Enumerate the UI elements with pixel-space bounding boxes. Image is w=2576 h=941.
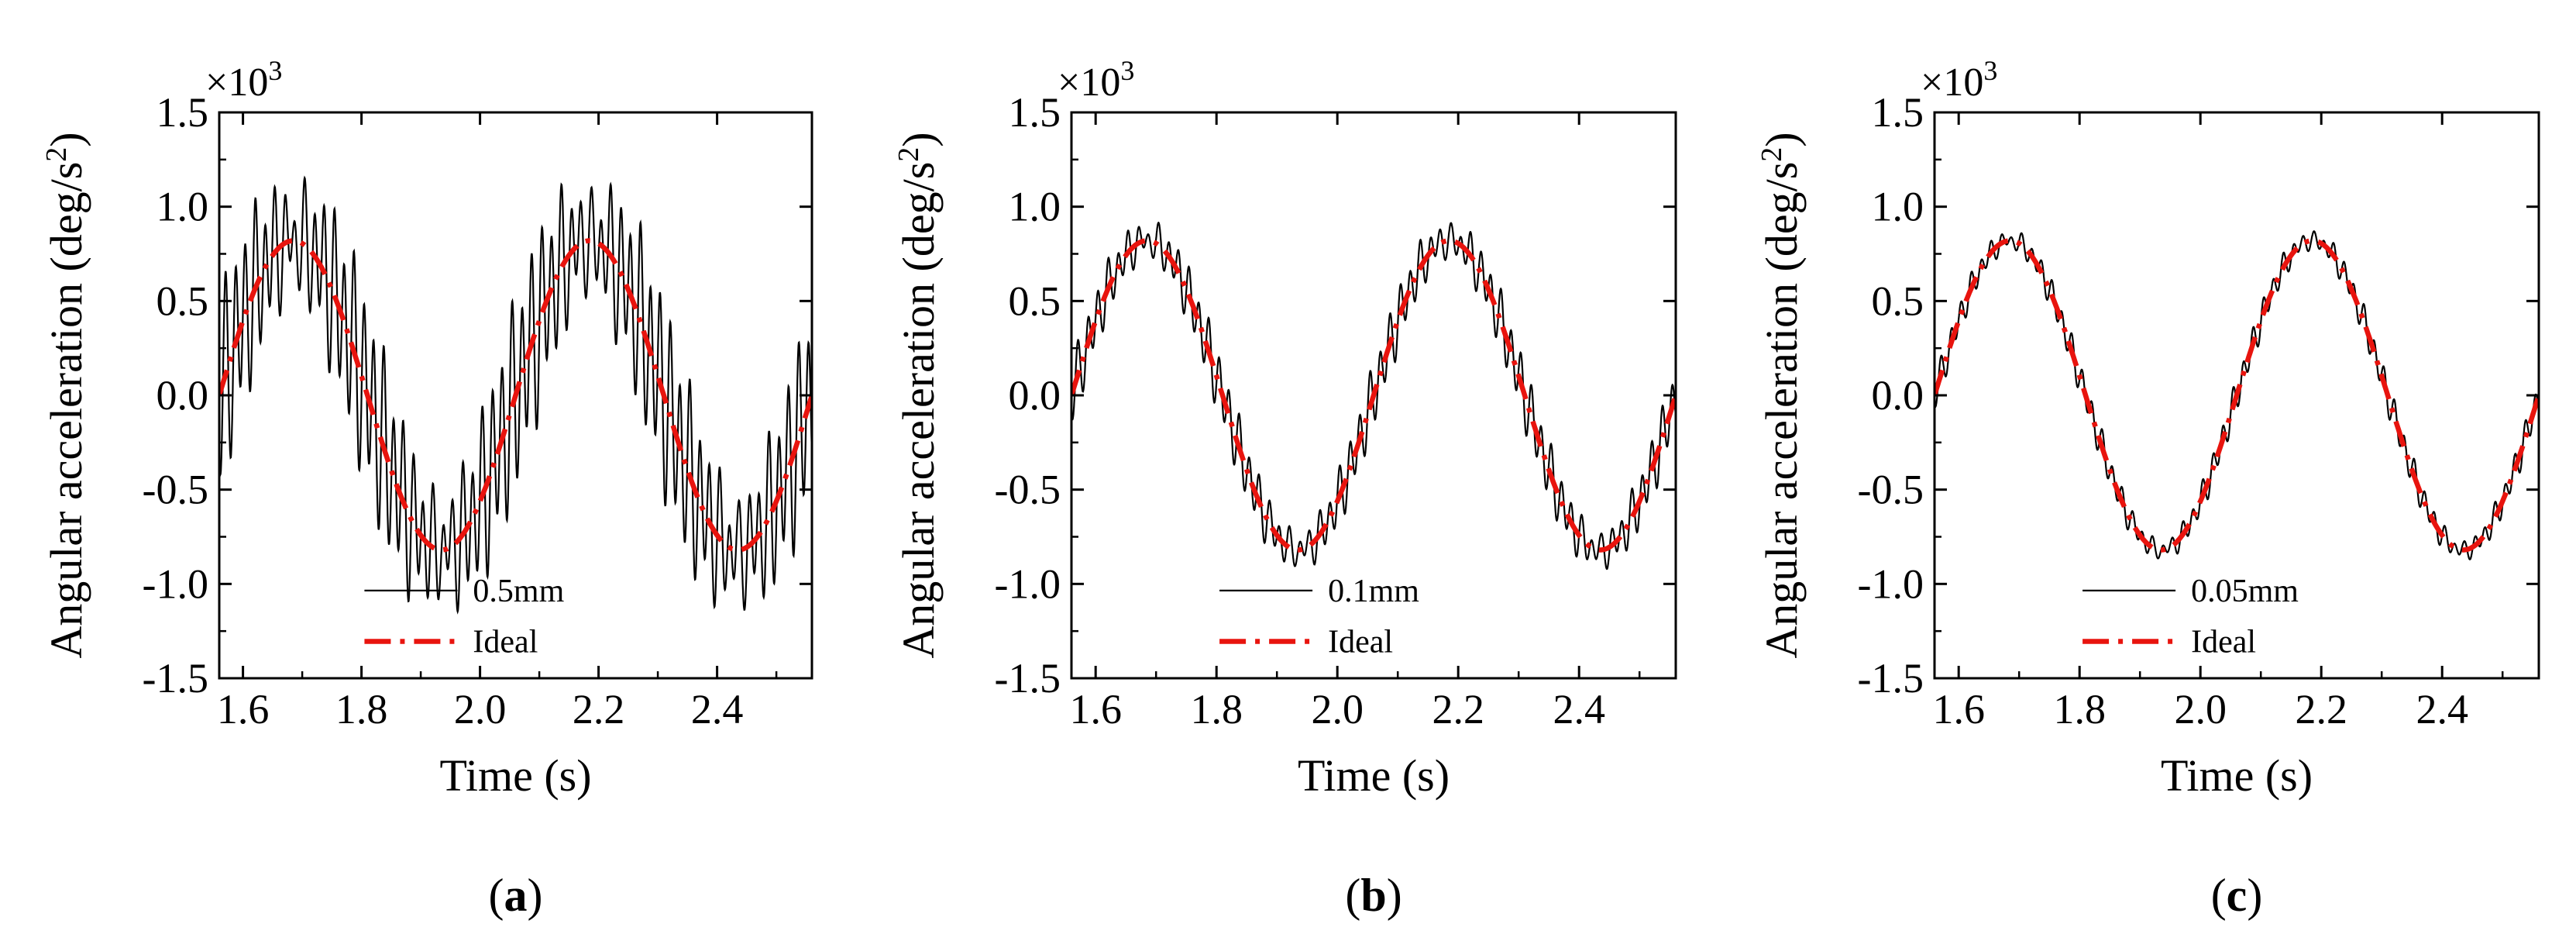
x-tick-label: 1.8 xyxy=(1190,686,1243,732)
chart-panel-c: 1.6 1.8 2.0 2.2 2.4 1.5 1.0 0.5 0.0 -0.5 -1.0 -1.5 ×… xyxy=(1756,55,2540,921)
y-tick-label: -1.0 xyxy=(995,560,1061,607)
x-tick-label: 1.6 xyxy=(1932,686,1985,732)
y-tick-label: -1.5 xyxy=(1858,655,1924,701)
y-tick-label: 1.5 xyxy=(156,89,209,136)
legend-label-ideal: Ideal xyxy=(2191,625,2256,660)
series-line-ideal xyxy=(1935,238,2539,553)
series-line-ideal xyxy=(219,238,812,553)
x-tick-label: 2.2 xyxy=(573,686,625,732)
series-line-ideal xyxy=(1071,238,1676,553)
scale-factor-label: ×103 xyxy=(205,55,282,105)
x-tick-label: 2.4 xyxy=(2416,686,2468,732)
y-tick-label: -0.5 xyxy=(143,467,208,513)
x-axis-title: Time (s) xyxy=(2161,750,2313,801)
y-tick-label: 1.0 xyxy=(1009,184,1061,230)
y-tick-label: 0.5 xyxy=(156,277,209,324)
chart-panel-a: 1.6 1.8 2.0 2.2 2.4 1.5 1.0 0.5 0.0 -0.5 -1.0 -1.5 ×… xyxy=(40,55,813,921)
chart-panel-b: 1.6 1.8 2.0 2.2 2.4 1.5 1.0 0.5 0.0 -0.5 -1.0 -1.5 ×… xyxy=(892,55,1677,921)
series-line-measured xyxy=(1071,221,1676,570)
x-tick-label: 1.8 xyxy=(335,686,388,732)
x-tick-label: 1.6 xyxy=(217,686,270,732)
scale-factor-label: ×103 xyxy=(1921,55,1997,105)
y-tick-label: -1.0 xyxy=(143,560,208,607)
y-tick-label: -1.0 xyxy=(1858,560,1924,607)
y-tick-label: 1.5 xyxy=(1872,89,1924,136)
y-axis-title: Angular acceleration (deg/s2) xyxy=(892,132,944,658)
legend-label-measured: 0.05mm xyxy=(2191,574,2299,609)
y-tick-label: -1.5 xyxy=(143,655,208,701)
x-tick-label: 2.0 xyxy=(1311,686,1364,732)
y-tick-label: 1.0 xyxy=(156,184,209,230)
x-tick-label: 2.2 xyxy=(2295,686,2347,732)
y-tick-label: 1.5 xyxy=(1009,89,1061,136)
x-tick-label: 1.6 xyxy=(1069,686,1122,732)
y-axis-title: Angular acceleration (deg/s2) xyxy=(1756,132,1807,658)
legend-label-ideal: Ideal xyxy=(473,625,538,660)
y-axis-title: Angular acceleration (deg/s2) xyxy=(40,132,91,658)
y-tick-label: 0.0 xyxy=(156,372,209,419)
x-tick-label: 2.2 xyxy=(1432,686,1484,732)
y-tick-label: -1.5 xyxy=(995,655,1061,701)
panel-label: (a) xyxy=(489,870,543,921)
x-tick-label: 2.0 xyxy=(454,686,507,732)
legend-label-measured: 0.1mm xyxy=(1328,574,1419,609)
y-tick-label: 0.0 xyxy=(1009,372,1061,419)
legend-label-ideal: Ideal xyxy=(1328,625,1393,660)
scale-factor-label: ×103 xyxy=(1058,55,1134,105)
panel-label: (b) xyxy=(1345,870,1401,921)
x-tick-label: 1.8 xyxy=(2053,686,2106,732)
x-axis-title: Time (s) xyxy=(1298,750,1450,801)
x-tick-label: 2.0 xyxy=(2174,686,2227,732)
y-tick-label: -0.5 xyxy=(1858,467,1924,513)
series-line-measured xyxy=(219,175,812,615)
y-tick-label: 0.0 xyxy=(1872,372,1924,419)
x-axis-title: Time (s) xyxy=(439,750,591,801)
x-tick-label: 2.4 xyxy=(1553,686,1605,732)
panel-label: (c) xyxy=(2211,870,2263,921)
y-tick-label: -0.5 xyxy=(995,467,1061,513)
legend-label-measured: 0.5mm xyxy=(473,574,564,609)
x-tick-label: 2.4 xyxy=(691,686,744,732)
y-tick-label: 1.0 xyxy=(1872,184,1924,230)
y-tick-label: 0.5 xyxy=(1009,277,1061,324)
y-tick-label: 0.5 xyxy=(1872,277,1924,324)
